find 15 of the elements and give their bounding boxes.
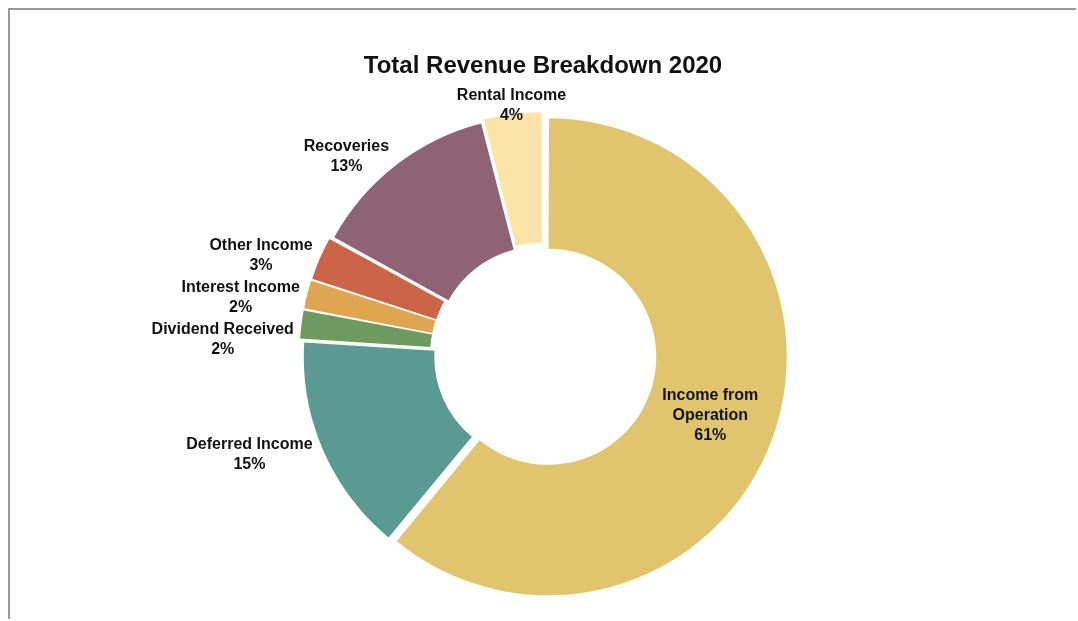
slice-label: Dividend Received <box>151 319 294 337</box>
slice-label: Recoveries <box>303 136 390 154</box>
slice-label: Rental Income <box>456 86 567 104</box>
data-label: 2% <box>229 297 253 315</box>
data-label: 3% <box>249 255 273 273</box>
slice-label: Income from Operation <box>662 385 759 423</box>
data-label: 61% <box>694 425 727 443</box>
data-label: 2% <box>211 339 235 357</box>
slice-label: Other Income <box>209 235 313 253</box>
chart-title: Total Revenue Breakdown 2020 <box>363 51 723 79</box>
slice-label: Interest Income <box>181 277 300 295</box>
slice-label: Deferred Income <box>186 435 313 453</box>
data-label: 4% <box>499 106 524 124</box>
data-label: 15% <box>233 455 266 473</box>
data-label: 13% <box>330 156 363 174</box>
